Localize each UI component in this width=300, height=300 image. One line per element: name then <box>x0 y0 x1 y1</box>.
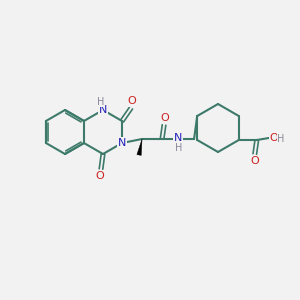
Text: O: O <box>269 133 278 143</box>
Text: H: H <box>97 97 105 107</box>
Text: O: O <box>250 156 259 166</box>
Polygon shape <box>137 139 142 155</box>
Text: O: O <box>96 171 104 181</box>
Text: O: O <box>161 113 170 123</box>
Text: N: N <box>118 138 126 148</box>
Text: N: N <box>174 133 182 143</box>
Text: H: H <box>176 143 183 153</box>
Text: H: H <box>277 134 284 144</box>
Text: O: O <box>128 96 136 106</box>
Text: N: N <box>99 105 107 115</box>
